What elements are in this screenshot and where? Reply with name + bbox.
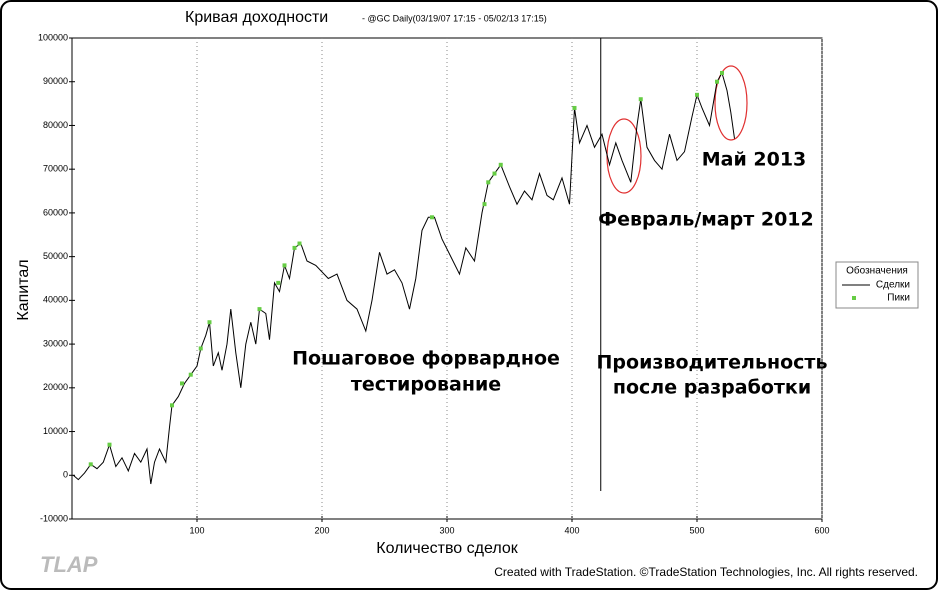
y-tick-label: 80000 <box>43 120 68 130</box>
y-tick-label: 30000 <box>43 338 68 348</box>
watermark: TLAP <box>40 552 98 577</box>
x-tick-label: 600 <box>814 525 829 535</box>
peak-point <box>257 307 262 312</box>
chart-subtitle: - @GC Daily(03/19/07 17:15 - 05/02/13 17… <box>362 13 547 23</box>
peak-point <box>188 372 193 377</box>
legend-title: Обозначения <box>846 265 908 277</box>
legend-label: Сделки <box>876 280 910 291</box>
highlight-ellipse <box>714 65 748 141</box>
y-tick-label: 100000 <box>38 32 68 42</box>
peak-point <box>292 245 297 250</box>
legend-box <box>835 261 919 309</box>
peak-point <box>638 97 643 102</box>
x-tick-label: 300 <box>439 525 454 535</box>
peak-point <box>107 442 112 447</box>
peak-point <box>720 70 724 75</box>
peak-point <box>282 263 287 268</box>
y-tick-label: 50000 <box>43 251 68 261</box>
peak-point <box>207 320 212 325</box>
y-tick-label: 10000 <box>43 426 68 436</box>
x-tick-label: 100 <box>189 525 204 535</box>
x-tick-label: 200 <box>314 525 329 535</box>
peak-point <box>572 105 577 110</box>
equity-line <box>72 71 735 485</box>
peak-point <box>695 92 699 97</box>
legend-label: Пики <box>887 293 910 304</box>
peak-point <box>297 241 302 246</box>
y-tick-label: 70000 <box>43 164 68 174</box>
y-tick-label: 40000 <box>43 295 68 305</box>
chart-title: Кривая доходности <box>185 9 328 26</box>
y-tick-label: 60000 <box>43 207 68 217</box>
peak-point <box>180 381 184 386</box>
x-tick-label: 500 <box>689 525 704 535</box>
y-tick-label: 20000 <box>43 382 68 392</box>
annotation: Пошаговое форвардное <box>292 348 560 370</box>
peak-point <box>198 346 203 351</box>
peak-point <box>482 202 487 207</box>
peak-point <box>492 171 497 176</box>
annotation: тестирование <box>351 374 501 396</box>
legend-swatch <box>852 296 856 300</box>
annotation: после разработки <box>613 377 811 399</box>
y-tick-label: 0 <box>63 470 68 480</box>
peak-point <box>486 180 491 185</box>
annotation: Производительность <box>597 352 828 374</box>
peak-point <box>276 280 281 285</box>
peak-point <box>715 79 719 84</box>
peak-point <box>430 215 434 220</box>
footer: Created with TradeStation. ©TradeStation… <box>494 565 918 579</box>
legend: Обозначения Сделки Пики <box>835 261 919 309</box>
peak-point <box>88 462 93 467</box>
x-tick-label: 400 <box>564 525 579 535</box>
y-axis-label: Капитал <box>15 259 32 320</box>
annotation: Февраль/март 2012 <box>598 209 814 231</box>
y-tick-label: 90000 <box>43 76 68 86</box>
annotation: Май 2013 <box>702 149 807 171</box>
x-axis-label: Количество сделок <box>376 540 518 557</box>
peak-point <box>170 403 174 408</box>
peak-point <box>498 162 503 167</box>
y-tick-label: -10000 <box>40 513 68 523</box>
